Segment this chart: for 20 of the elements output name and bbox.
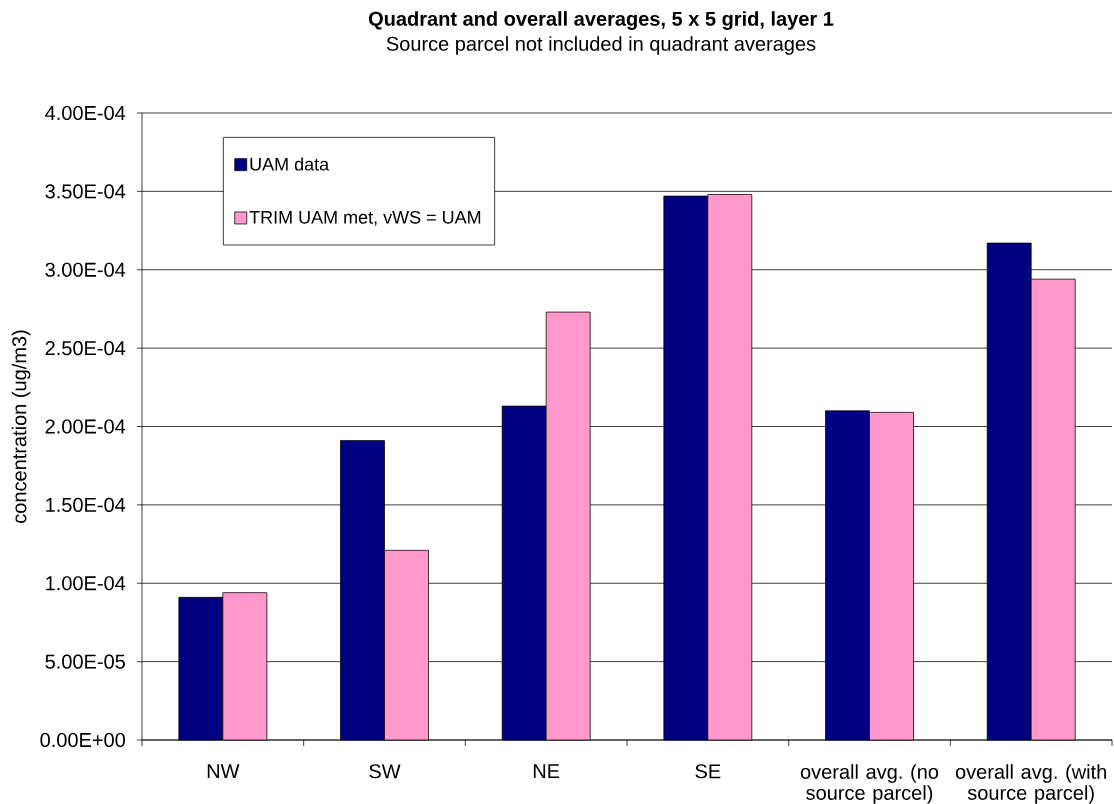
x-tick-label: NW <box>207 764 240 778</box>
y-tick-label: 3.00E-04 <box>45 262 126 277</box>
y-tick-label: 2.00E-04 <box>45 419 126 434</box>
y-tick-label: 4.00E-04 <box>45 105 126 121</box>
y-axis-title: concentration (ug/m3) <box>11 330 31 523</box>
legend-label: TRIM UAM met, vWS = UAM <box>249 210 481 226</box>
x-tick-label: SE <box>695 764 721 779</box>
x-tick-label: NE <box>533 764 560 778</box>
y-tick-label: 1.00E-04 <box>46 576 126 591</box>
legend-label: UAM data <box>250 157 330 171</box>
chart-subtitle: Source parcel not included in quadrant averages <box>386 36 816 55</box>
y-tick-label: 3.50E-04 <box>45 184 126 199</box>
y-tick-label: 2.50E-04 <box>45 341 126 356</box>
y-tick-label: 1.50E-04 <box>46 497 126 512</box>
y-tick-label: 0.00E+00 <box>40 732 126 748</box>
x-tick-label: overall avg. (no source parcel) <box>800 764 939 804</box>
chart-title: Quadrant and overall averages, 5 x 5 grid, layer 1 <box>368 11 834 30</box>
y-tick-label: 5.00E-05 <box>45 654 125 669</box>
x-tick-label: SW <box>369 764 401 779</box>
x-tick-label: overall avg. (with source parcel) <box>955 764 1106 804</box>
